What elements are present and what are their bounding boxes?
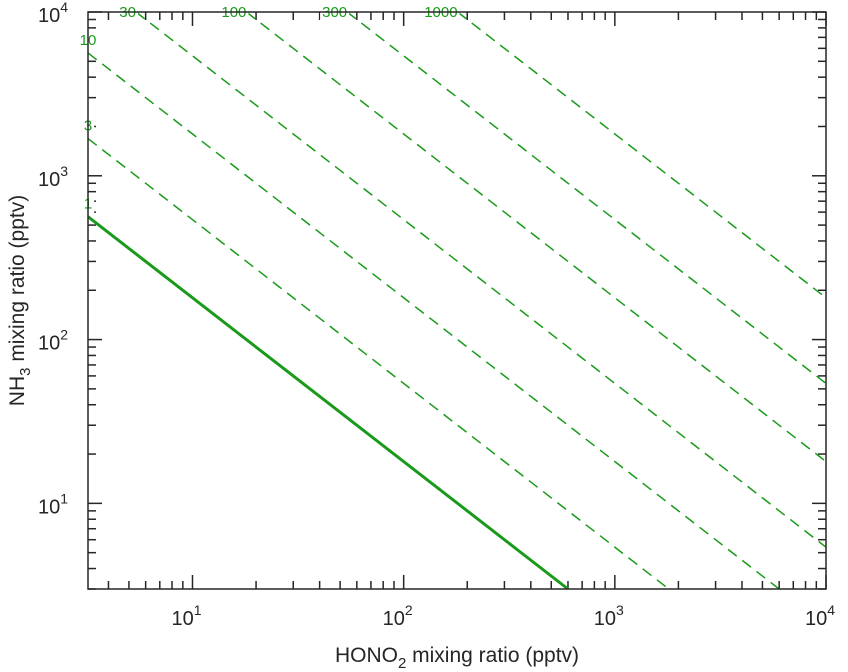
x-tick-label-exponent: 4 <box>827 602 835 618</box>
x-tick-labels: 101 102 103 104 <box>171 602 835 630</box>
y-tick-label-exponent: 2 <box>60 327 68 343</box>
contour-line-300 <box>346 11 827 384</box>
x-tick-label: 101 <box>171 602 201 630</box>
contour-line-3 <box>87 137 670 590</box>
y-tick-label-exponent: 1 <box>60 490 68 506</box>
x-tick-label-base: 10 <box>805 608 827 630</box>
x-tick-label-base: 10 <box>594 608 616 630</box>
y-tick-label-exponent: 4 <box>60 0 68 15</box>
x-tick-label-exponent: 3 <box>616 602 624 618</box>
contour-line-1 <box>87 215 569 591</box>
contour-line-10 <box>87 52 780 590</box>
y-tick-label-base: 10 <box>38 496 60 518</box>
contour-line-30 <box>135 11 827 548</box>
y-tick-label-base: 10 <box>38 169 60 191</box>
x-tick-label-base: 10 <box>171 608 193 630</box>
x-tick-label-base: 10 <box>383 608 405 630</box>
y-tick-label: 103 <box>38 163 68 191</box>
x-tick-label: 104 <box>805 602 835 630</box>
y-axis-title-subscript: 3 <box>17 368 34 376</box>
y-axis-title: NH3 mixing ratio (pptv) <box>6 195 34 406</box>
contour-line-100 <box>245 11 827 463</box>
x-axis-title-subscript: 2 <box>398 655 406 672</box>
x-tick-label: 102 <box>383 602 413 630</box>
y-tick-label-base: 10 <box>38 5 60 27</box>
x-tick-label-exponent: 1 <box>194 602 202 618</box>
contour-lines <box>87 11 827 591</box>
x-axis-title-rest: mixing ratio (pptv) <box>406 644 579 667</box>
x-tick-label: 103 <box>594 602 624 630</box>
plot-frame <box>87 11 827 590</box>
y-tick-label-exponent: 3 <box>60 163 68 179</box>
x-tick-label-exponent: 2 <box>405 602 413 618</box>
y-tick-label: 102 <box>38 327 68 355</box>
x-axis-title-main: HONO <box>335 644 398 667</box>
y-axis-title-rest: mixing ratio (pptv) <box>6 195 29 368</box>
y-tick-label: 104 <box>38 0 68 27</box>
contour-line-1000 <box>457 11 827 299</box>
y-axis-title-main: NH <box>6 376 29 406</box>
y-tick-label-base: 10 <box>38 333 60 355</box>
x-axis-title: HONO2 mixing ratio (pptv) <box>335 644 579 672</box>
y-tick-label: 101 <box>38 490 68 518</box>
